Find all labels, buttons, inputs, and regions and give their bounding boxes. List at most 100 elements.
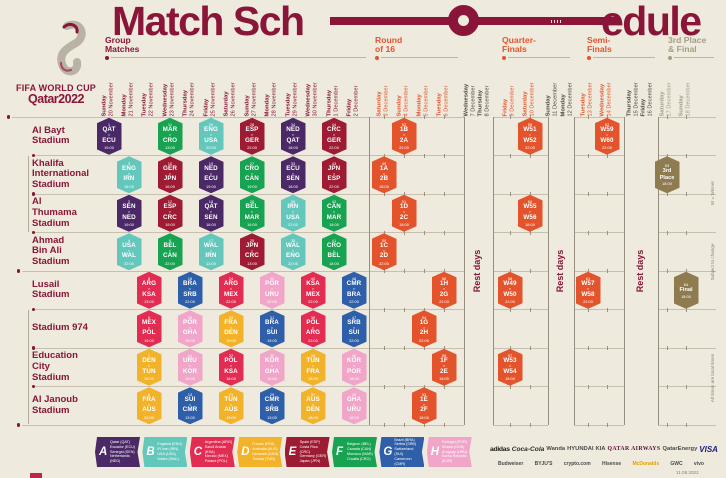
match-56-badge: 56 1H v 2G 22:00 — [431, 271, 457, 309]
badge-kickoff-time: 19:00 — [226, 337, 236, 343]
column-tick — [443, 153, 445, 158]
badge-team-b: URU — [347, 406, 361, 414]
badge-match-number: 64 — [683, 281, 689, 287]
phase-rule — [508, 57, 570, 58]
badge-vs: v — [292, 210, 294, 215]
date-day: Tuesday — [285, 93, 292, 117]
badge-match-number: 29 — [269, 391, 275, 397]
column-tick — [403, 346, 405, 350]
badge-team-b: 2H — [419, 329, 429, 337]
legend-group-E-box: E Spain (ESP) Costa Rica (CRC) Germany (G… — [285, 437, 330, 467]
badge-team-a: WAL — [285, 241, 301, 249]
badge-team-b: SEN — [204, 213, 218, 221]
date-day: Thursday — [182, 89, 189, 117]
badge-vs: v — [271, 402, 273, 407]
match-34-badge: 34 NED v QAT 18:00 — [280, 117, 306, 155]
date-day: Sunday — [545, 95, 552, 117]
legend-group-teams: Brazil (BRA) Serbia (SRB) Switzerland (S… — [394, 437, 417, 466]
badge-match-number: 30 — [269, 353, 275, 359]
column-tick — [509, 423, 511, 427]
match-40-badge: 40 KSA v MEX 22:00 — [300, 271, 326, 309]
match-37-badge: 37 AUS v DEN 18:00 — [300, 387, 326, 425]
badge-vs: v — [312, 287, 314, 292]
date-day: Wednesday — [463, 83, 470, 117]
badge-team-b: W60 — [600, 136, 614, 144]
badge-vs: v — [148, 287, 150, 292]
column-tick — [529, 307, 531, 312]
badge-team-a: POR — [183, 318, 197, 326]
badge-team-a: CMR — [264, 395, 280, 403]
badge-kickoff-time: 22:00 — [288, 222, 298, 228]
badge-kickoff-time: 22:00 — [399, 145, 409, 151]
match-64-badge: 64 Final 18:00 — [673, 271, 699, 309]
date-column-label: Thursday 15 December — [627, 61, 642, 116]
badge-vs: v — [189, 287, 191, 292]
badge-kickoff-time: 16:00 — [165, 183, 175, 189]
column-tick — [383, 269, 385, 273]
column-tick — [443, 230, 445, 235]
legend-group-teams: England (ENG) IR Iran (IRN) USA (USA) Wa… — [157, 442, 183, 461]
phase-divider — [658, 117, 659, 425]
badge-match-number: 50 — [381, 237, 387, 243]
rest-days-label: Rest days — [472, 249, 482, 293]
badge-match-number: 39 — [310, 314, 316, 320]
date-day: Sunday — [244, 95, 251, 117]
badge-team-b: MEX — [224, 290, 238, 298]
stadium-name: Lusail Stadium — [32, 278, 70, 301]
column-tick — [685, 423, 687, 427]
badge-team-a: NED — [204, 164, 218, 172]
date-column-label: Tuesday 22 November — [142, 61, 157, 116]
column-tick — [509, 384, 511, 389]
badge-team-a: MAR — [162, 126, 178, 134]
badge-match-number: 23 — [228, 314, 234, 320]
row-line — [574, 347, 624, 349]
row-line — [493, 193, 548, 195]
sponsor-logo-mcdonalds: McDonalds — [632, 461, 660, 467]
column-tick — [685, 115, 687, 119]
phase-rule-dot — [502, 55, 506, 60]
date-column-label: Friday 2 December — [347, 61, 362, 117]
badge-team-b: ECU — [102, 136, 116, 144]
date-column-label: Sunday 27 November — [244, 61, 260, 117]
badge-kickoff-time: 18:00 — [329, 222, 339, 228]
badge-team-b: QAT — [286, 136, 300, 144]
match-31-badge: 31 BRA v SUI 19:00 — [259, 310, 285, 348]
badge-team-b: CAN — [245, 175, 259, 183]
date-column-label: Wednesday 23 November — [163, 61, 178, 116]
date-column-label: Wednesday 7 December — [464, 61, 479, 117]
badge-kickoff-time: 19:00 — [144, 337, 154, 343]
badge-match-number: 48 — [351, 276, 357, 282]
badge-vs: v — [443, 364, 445, 369]
badge-kickoff-time: 18:00 — [349, 376, 359, 382]
row-line — [658, 386, 716, 387]
fifa-world-cup-text: FIFA WORLD CUP — [16, 83, 96, 93]
badge-vs: v — [251, 210, 253, 215]
date-day: Wednesday — [599, 83, 606, 117]
badge-kickoff-time: 22:00 — [247, 145, 257, 151]
match-21-badge: 21 TUN v AUS 13:00 — [218, 387, 244, 425]
badge-match-number: 2 — [127, 199, 131, 205]
badge-match-number: 62 — [604, 122, 610, 128]
match-32-badge: 32 POR v URU 22:00 — [259, 271, 285, 309]
badge-team-a: BRA — [183, 280, 197, 288]
badge-kickoff-time: 22:00 — [583, 299, 593, 305]
legend-group-C-box: C Argentina (ARG) Saudi Arabia (KSA) Mexi… — [190, 437, 235, 467]
column-tick — [606, 115, 608, 119]
phase-label: Quarter- Finals — [502, 35, 536, 55]
badge-team-b: CMR — [182, 406, 198, 414]
qatar-2022-text: Qatar2022 — [28, 92, 84, 107]
badge-match-number: 58 — [507, 276, 513, 282]
column-tick — [443, 269, 445, 273]
badge-team-b: 2F — [420, 406, 428, 414]
badge-team-a: TUN — [306, 357, 320, 365]
badge-match-number: 42 — [331, 199, 337, 205]
badge-vs: v — [353, 287, 355, 292]
badge-team-b: AUS — [224, 406, 238, 414]
badge-match-number: 27 — [249, 160, 255, 166]
title-ring-icon — [448, 5, 479, 36]
match-4-badge: 4 USA v WAL 22:00 — [116, 233, 142, 271]
match-8-badge: 8 ARG v KSA 13:00 — [136, 271, 162, 309]
match-18-badge: 18 QAT v SEN 16:00 — [198, 194, 224, 232]
row-line-dot — [31, 384, 35, 388]
badge-vs: v — [108, 133, 110, 138]
